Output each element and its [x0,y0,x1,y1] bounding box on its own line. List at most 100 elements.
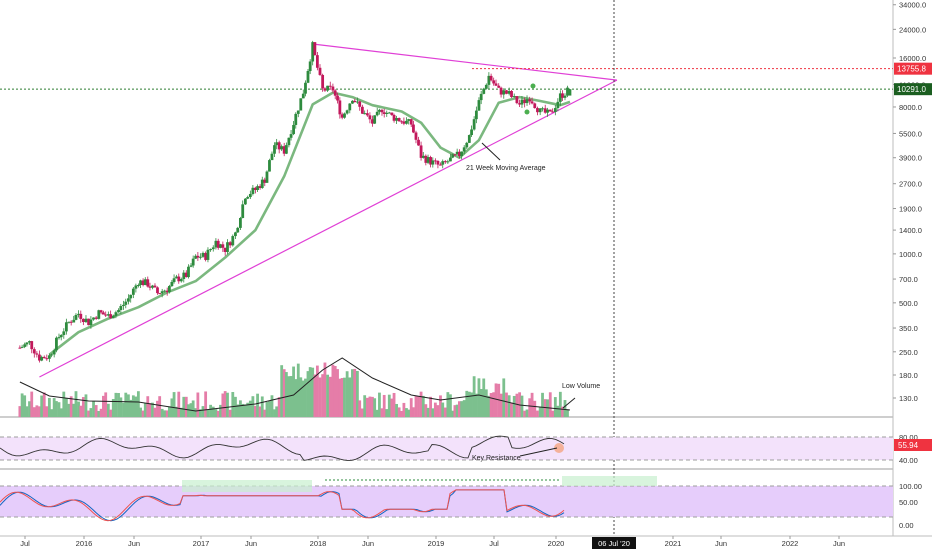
volume-bar [77,401,80,417]
candle-body [187,266,190,278]
volume-bar [502,378,506,417]
volume-bar [214,409,218,417]
candle-body [175,276,178,279]
candle-body [284,145,288,154]
volume-bar [92,401,95,417]
candle-body [45,358,49,360]
candle-body [189,265,193,267]
price-tick-label: 250.0 [899,348,918,357]
candle-body [143,279,147,286]
signal-dot [530,83,536,89]
volume-bar [356,370,359,417]
trendlines [39,43,618,378]
annotations: 21 Week Moving Average Low Volume Key Resi… [466,142,600,462]
volume-bar [378,392,381,417]
time-tick-label: Jul [489,539,499,548]
volume-bar [209,404,213,417]
volume-bar [25,406,29,417]
volume-bar [35,405,39,417]
candle-body [265,171,269,183]
volume-bar [431,408,435,417]
volume-bar [201,406,205,417]
candle-body [184,272,188,278]
volume-bar [507,395,511,417]
volume-bar [487,395,491,417]
candle-body [470,129,473,136]
candle-body [304,82,307,94]
candle-body [358,101,362,107]
candle-body [69,321,73,323]
candle-body [20,346,24,348]
volume-bar [338,378,342,417]
candle-body [436,160,440,165]
price-tick-label: 3900.0 [899,154,922,163]
candle-body [323,88,327,91]
price-tick-label: 350.0 [899,324,918,333]
volume-bar [515,393,519,417]
resistance-price-tag [894,62,932,75]
candle-body [553,108,557,112]
volume-bar [124,392,128,417]
candle-body [499,87,503,95]
candle-body [345,110,349,114]
candle-body [179,279,183,282]
candle-body [412,124,415,133]
candle-body [421,155,425,158]
time-tick-label: Jul [20,539,30,548]
volume-bar [499,393,503,417]
candle-body [206,249,210,260]
candle-body [494,83,498,86]
volume-bar [221,393,225,417]
current-price-label: 10291.0 [897,85,926,94]
resistance-price-label: 13755.8 [897,65,926,74]
volume-bar [94,405,98,417]
time-tick-label: 2021 [665,539,682,548]
volume-bar [353,368,357,417]
volume-bar [477,378,481,417]
volume-bar [256,393,259,417]
candle-body [165,290,169,293]
candle-body [343,113,346,118]
candle-body [248,193,252,198]
volume-bar [494,383,498,417]
volume-bar [216,410,220,417]
candle-body [77,313,80,315]
volume-bar [340,378,344,417]
candle-body [375,111,379,116]
volume-bar [38,406,41,417]
volume-bar [563,400,567,417]
candle-body [395,118,398,121]
price-tick-label: 500.0 [899,299,918,308]
volume-bar [561,406,564,417]
volume-bar [400,410,404,417]
candle-body [489,75,493,81]
candle-body [409,119,413,125]
candle-body [299,98,303,111]
candle-body [139,280,142,286]
candle-body [221,244,225,248]
volume-bar [67,403,71,417]
candle-body [371,119,374,124]
candle-body [543,108,547,113]
candle-body [99,310,103,313]
candle-body [360,106,364,114]
candle-body [167,286,171,293]
volume-bar [313,374,317,417]
candle-body [104,314,108,316]
candle-body [443,161,447,163]
candle-body [525,99,529,104]
time-tick-label: Jun [833,539,845,548]
candle-body [497,85,501,88]
volume-bars [18,362,569,417]
volume-bar [81,397,85,417]
price-candles [18,40,572,363]
volume-bar [55,401,58,417]
candle-body [292,124,295,135]
volume-bar [263,409,267,417]
price-tick-label: 1400.0 [899,226,922,235]
volume-bar [251,396,255,417]
candle-body [530,101,534,104]
